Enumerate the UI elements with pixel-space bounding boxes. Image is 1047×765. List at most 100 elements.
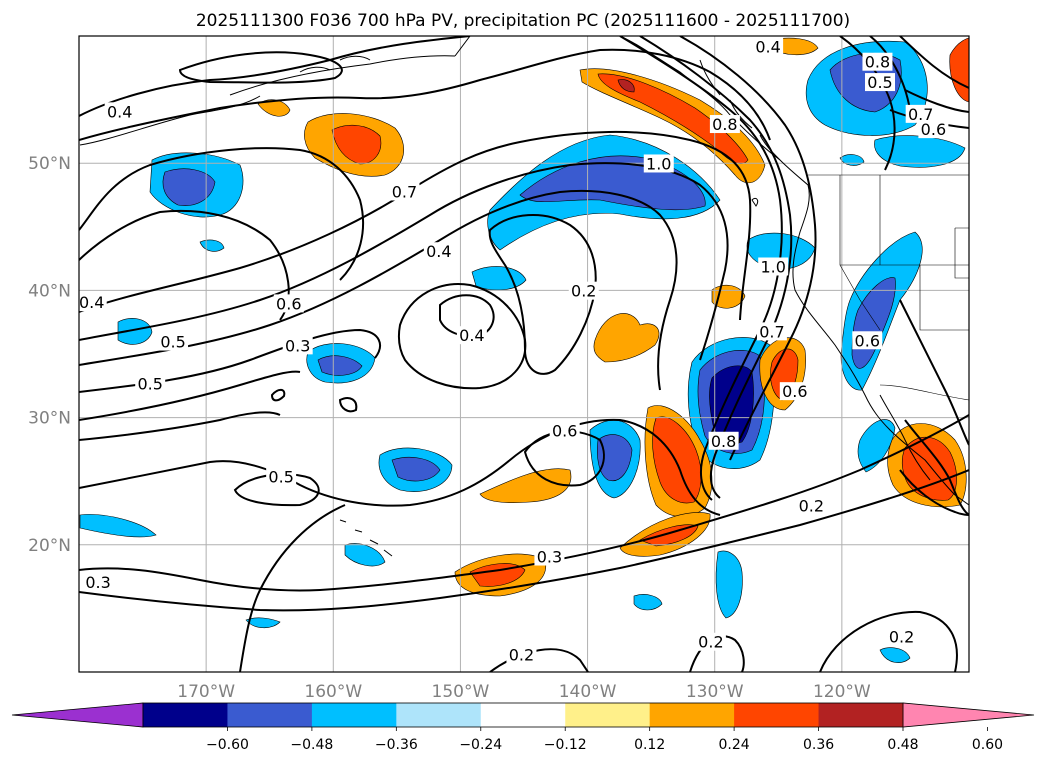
contour-label: 0.6 (552, 422, 577, 441)
precip-blob (344, 543, 386, 567)
contour-label-halo (758, 257, 789, 276)
pv-contour (270, 388, 286, 402)
longitude-tick-labels: 170°W 160°W 150°W 140°W 130°W 120°W (177, 682, 871, 702)
precip-blob (257, 99, 291, 117)
contour-label: 0.4 (755, 37, 780, 56)
border-state (839, 264, 881, 331)
contour-label-halo (918, 120, 949, 139)
pv-contour (439, 294, 495, 338)
colorbar-swatch (480, 703, 566, 727)
contour-label: 0.2 (698, 633, 723, 652)
contour-label: 0.6 (782, 382, 807, 401)
colorbar-extend-low (11, 702, 144, 728)
pv-contour (904, 89, 969, 113)
contour-label-halo (643, 154, 674, 173)
colorbar-extend-high (902, 702, 1035, 728)
colorbar-tick-label: 0.36 (803, 737, 834, 753)
pv-contour (869, 36, 911, 111)
contour-label: 0.4 (426, 242, 451, 261)
pv-contour (79, 130, 752, 321)
colorbar-tick-label: −0.60 (206, 737, 249, 753)
contour-label-halo (886, 627, 917, 646)
pv-contour (79, 162, 729, 361)
contour-label: 0.4 (459, 326, 484, 345)
contour-label: 0.2 (889, 628, 914, 647)
colorbar-tick-label: −0.24 (459, 737, 502, 753)
precip-blob (617, 79, 635, 93)
precip-blob (715, 550, 743, 619)
colorbar-swatch (227, 703, 313, 727)
colorbar-swatch (818, 703, 904, 727)
pv-contour (338, 397, 358, 413)
precip-blob (471, 266, 527, 291)
precip-blob (479, 468, 572, 504)
lon-tick-label: 160°W (304, 682, 362, 702)
contour-label-halo (135, 374, 166, 393)
colorbar-tick-label: 0.60 (972, 737, 1003, 753)
contour-label-halo (756, 322, 787, 341)
pv-contour-labels: 0.4 0.7 0.4 0.6 0.3 0.4 0.5 0.5 0.4 0.2 1.0 0.8 0.4 1… (79, 37, 949, 664)
border-state (954, 227, 969, 279)
contour-label: 0.4 (79, 293, 104, 312)
pv-contour (839, 36, 896, 171)
pv-contour (899, 469, 969, 516)
pv-contour (79, 418, 721, 516)
contour-label-halo (709, 115, 740, 134)
contour-label: 0.6 (855, 331, 880, 350)
contour-label-halo (779, 382, 810, 401)
contour-label: 0.4 (107, 102, 132, 121)
contour-label-halo (83, 572, 114, 591)
contour-label-halo (266, 467, 297, 486)
precip-blob (391, 457, 441, 482)
lat-tick-label: 30°N (28, 409, 71, 429)
precip-blob (597, 434, 633, 482)
pv-contour (79, 48, 771, 141)
map-area: 0.4 0.7 0.4 0.6 0.3 0.4 0.5 0.5 0.4 0.2 1.0 0.8 0.4 1… (78, 35, 970, 673)
contour-label-halo (158, 332, 189, 351)
pv-contour (619, 36, 783, 501)
contour-label: 0.7 (392, 182, 417, 201)
pv-contour (489, 648, 589, 672)
contour-label-halo (905, 104, 936, 123)
contour-label: 0.5 (867, 73, 892, 92)
colorbar-swatch (649, 703, 735, 727)
pv-contour (79, 189, 678, 391)
precip-blob (469, 563, 526, 587)
contour-label-halo (695, 632, 726, 651)
contour-label-halo (865, 73, 895, 92)
pv-contour (899, 36, 969, 89)
lon-tick-label: 140°W (559, 682, 617, 702)
contour-label-halo (568, 281, 599, 300)
map-title: 2025111300 F036 700 hPa PV, precipitatio… (196, 11, 850, 31)
contour-label: 0.8 (711, 432, 736, 451)
contour-label: 0.3 (537, 548, 562, 567)
contour-label: 0.5 (268, 467, 293, 486)
colorbar-tick-label: 0.24 (719, 737, 750, 753)
contour-label-halo (282, 336, 313, 355)
coastline-baja (879, 394, 931, 481)
lat-tick-label: 40°N (28, 281, 71, 301)
pv-contour-layer (79, 36, 969, 672)
contour-label-halo (708, 431, 739, 450)
pv-contour (679, 36, 817, 461)
pv-contour (178, 51, 343, 84)
pv-contour (899, 299, 969, 446)
contour-label: 0.2 (509, 645, 534, 664)
graticule (79, 36, 969, 672)
colorbar-swatch (311, 703, 397, 727)
contour-label-halo (506, 645, 537, 664)
contour-label: 0.6 (276, 294, 301, 313)
map-frame (78, 35, 970, 673)
precip-blob (874, 135, 966, 168)
precip-blob (245, 617, 281, 629)
contour-label-halo (852, 331, 883, 350)
precip-blob (652, 416, 702, 504)
contour-label-halo (104, 102, 135, 121)
border-state (919, 265, 969, 331)
lon-tick-label: 130°W (686, 682, 744, 702)
precip-blob (331, 124, 382, 165)
pv-contour (79, 36, 471, 117)
colorbar-tick-label: −0.48 (290, 737, 333, 753)
pv-contour (397, 283, 527, 390)
